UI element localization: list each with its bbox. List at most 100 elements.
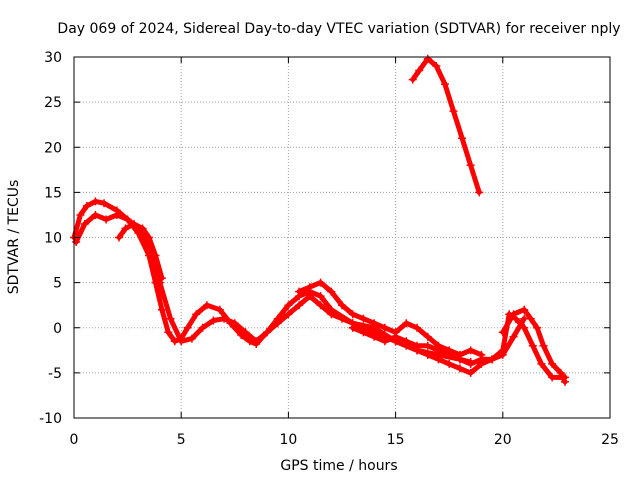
data-point <box>262 328 271 337</box>
data-point <box>509 310 518 319</box>
data-point <box>215 305 224 314</box>
series-track-5 <box>408 54 484 197</box>
data-point <box>192 310 201 319</box>
x-tick-label: 10 <box>279 432 297 448</box>
data-point <box>533 323 542 332</box>
data-point <box>537 359 546 368</box>
data-point <box>338 301 346 310</box>
data-point <box>380 323 389 332</box>
data-point <box>477 350 486 359</box>
data-point <box>432 62 441 71</box>
data-point <box>528 341 537 350</box>
data-point <box>548 359 557 368</box>
y-axis-label: SDTVAR / TECUs <box>6 180 22 295</box>
data-point <box>402 319 411 328</box>
data-point <box>252 337 261 346</box>
data-point <box>466 346 475 355</box>
data-point <box>157 305 166 314</box>
data-point <box>466 161 475 170</box>
data-point <box>380 337 389 346</box>
data-point <box>230 319 239 328</box>
data-point <box>415 66 424 75</box>
data-point <box>548 373 557 382</box>
series-track-2 <box>72 210 529 377</box>
data-point <box>316 292 325 301</box>
data-point <box>498 350 507 359</box>
data-point <box>466 358 475 367</box>
data-point <box>145 233 154 242</box>
data-point <box>539 341 548 350</box>
data-point <box>305 283 314 292</box>
data-point <box>526 314 535 323</box>
data-point <box>177 337 186 346</box>
data-point <box>305 292 314 301</box>
data-point <box>91 197 100 206</box>
data-point <box>556 368 565 377</box>
data-point <box>295 287 304 296</box>
data-point <box>413 323 422 332</box>
chart-title: Day 069 of 2024, Sidereal Day-to-day VTE… <box>57 21 620 37</box>
data-point <box>316 301 325 310</box>
data-point <box>391 332 400 341</box>
data-point <box>359 328 368 337</box>
data-point <box>295 301 304 310</box>
data-point <box>560 377 569 386</box>
data-point <box>237 330 246 339</box>
x-axis-ticks: 0 5 10 15 20 25 <box>70 57 619 448</box>
y-tick-label: -5 <box>48 366 62 382</box>
data-point <box>408 75 417 84</box>
data-point <box>72 238 81 247</box>
data-point <box>445 350 454 359</box>
data-point <box>202 301 211 310</box>
data-point <box>477 359 486 368</box>
data-point <box>520 305 529 314</box>
data-point <box>370 332 379 341</box>
data-point <box>327 310 336 319</box>
x-tick-label: 5 <box>177 432 186 448</box>
data-point <box>76 210 85 219</box>
data-point <box>423 54 432 63</box>
series-track-3 <box>295 278 486 359</box>
data-point <box>130 219 139 228</box>
data-point <box>112 210 121 219</box>
data-point <box>82 201 91 210</box>
data-point <box>151 251 160 260</box>
data-point <box>423 341 432 350</box>
data-point <box>273 319 282 328</box>
y-tick-label: 25 <box>44 95 62 111</box>
data-point <box>359 314 368 323</box>
data-point <box>423 332 432 341</box>
data-point <box>449 107 458 116</box>
data-point <box>509 332 518 341</box>
data-point <box>475 188 484 197</box>
x-tick-label: 20 <box>494 432 512 448</box>
data-point <box>91 210 100 219</box>
data-point <box>488 355 497 364</box>
x-tick-label: 0 <box>70 432 79 448</box>
y-tick-label: 0 <box>53 321 62 337</box>
data-point <box>123 215 132 224</box>
data-point <box>157 274 166 283</box>
data-point <box>121 224 130 233</box>
data-point <box>413 341 422 350</box>
data-point <box>402 337 411 346</box>
data-point <box>327 287 336 296</box>
data-point <box>370 319 379 328</box>
data-point <box>102 215 111 224</box>
data-point <box>458 134 467 143</box>
data-point <box>434 346 443 355</box>
data-point <box>445 359 454 368</box>
data-point <box>155 278 164 287</box>
data-point <box>220 314 229 323</box>
data-point <box>241 328 250 337</box>
series-track-4 <box>115 219 166 283</box>
y-tick-label: 5 <box>53 276 62 292</box>
y-axis-ticks: -10 -5 0 5 10 15 20 25 30 <box>39 50 610 427</box>
data-series <box>70 54 569 386</box>
data-point <box>455 355 464 364</box>
y-tick-label: 30 <box>44 50 62 66</box>
data-point <box>440 80 449 89</box>
data-point <box>187 334 196 343</box>
